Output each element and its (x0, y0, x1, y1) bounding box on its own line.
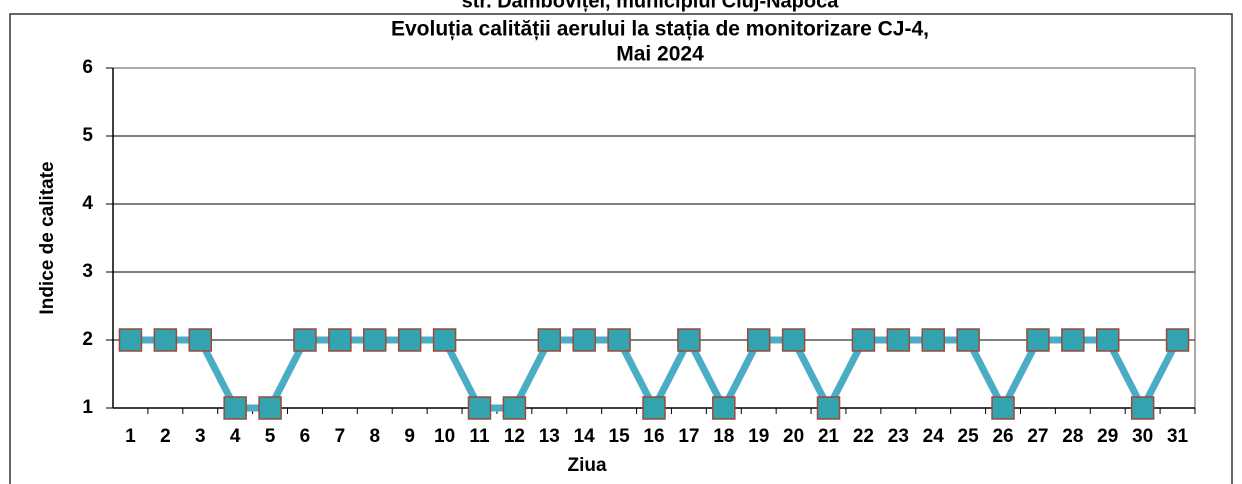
chart-title: Mai 2024 (616, 43, 704, 66)
data-marker (921, 328, 945, 352)
x-tick-label: 1 (125, 426, 136, 447)
data-marker (991, 396, 1015, 420)
data-marker (293, 328, 317, 352)
y-tick-label: 2 (82, 329, 93, 350)
x-tick-label: 15 (609, 426, 631, 447)
data-marker (816, 396, 841, 420)
data-marker (572, 328, 596, 352)
x-tick-label: 23 (888, 426, 909, 447)
data-marker (1130, 396, 1155, 420)
y-axis-label: Indice de calitate (37, 161, 58, 314)
data-marker (956, 328, 980, 352)
data-marker (397, 328, 422, 352)
data-marker (537, 328, 562, 352)
x-tick-label: 14 (574, 426, 596, 447)
x-tick-label: 20 (783, 426, 804, 447)
x-tick-label: 30 (1132, 426, 1153, 447)
y-tick-label: 5 (82, 125, 93, 146)
x-tick-label: 31 (1167, 426, 1189, 447)
data-marker (363, 328, 387, 352)
x-tick-label: 10 (434, 426, 455, 447)
data-marker (607, 328, 631, 352)
x-tick-label: 29 (1097, 426, 1118, 447)
y-tick-label: 4 (82, 193, 93, 214)
page-heading: str. Dâmboviței, municipiul Cluj-Napoca (462, 0, 840, 12)
x-tick-label: 2 (160, 426, 171, 447)
y-tick-label: 1 (82, 397, 93, 418)
data-marker (851, 328, 876, 352)
data-marker (467, 396, 492, 420)
x-tick-label: 21 (818, 426, 840, 447)
x-tick-label: 25 (958, 426, 980, 447)
data-marker (1095, 328, 1120, 352)
data-marker (502, 396, 527, 420)
x-tick-label: 28 (1062, 426, 1083, 447)
data-marker (432, 328, 457, 352)
data-marker (153, 328, 178, 352)
data-marker (1026, 328, 1050, 352)
data-marker (223, 396, 247, 420)
data-marker (886, 328, 911, 352)
data-marker (328, 328, 352, 352)
x-tick-label: 17 (678, 426, 699, 447)
x-tick-label: 22 (853, 426, 874, 447)
x-tick-label: 13 (539, 426, 560, 447)
x-tick-label: 19 (748, 426, 769, 447)
data-marker (677, 328, 701, 352)
x-tick-label: 16 (643, 426, 664, 447)
x-tick-label: 7 (335, 426, 346, 447)
x-tick-label: 24 (923, 426, 945, 447)
x-axis-label: Ziua (567, 455, 606, 476)
x-tick-label: 18 (713, 426, 734, 447)
x-tick-label: 4 (230, 426, 241, 447)
chart-frame (9, 13, 1233, 484)
x-tick-label: 8 (369, 426, 380, 447)
data-marker (188, 328, 213, 352)
x-tick-label: 6 (300, 426, 311, 447)
y-tick-label: 6 (82, 57, 93, 78)
data-marker (118, 328, 143, 352)
chart-title: Evoluția calității aerului la stația de … (391, 18, 929, 41)
data-marker (1061, 328, 1085, 352)
x-tick-label: 12 (504, 426, 525, 447)
x-tick-label: 5 (265, 426, 276, 447)
data-marker (712, 396, 736, 420)
data-marker (258, 396, 282, 420)
x-tick-label: 3 (195, 426, 206, 447)
x-tick-label: 26 (992, 426, 1013, 447)
x-tick-label: 27 (1027, 426, 1048, 447)
data-marker (746, 328, 771, 352)
y-tick-label: 3 (82, 261, 93, 282)
data-marker (781, 328, 806, 352)
x-tick-label: 9 (404, 426, 415, 447)
data-marker (1165, 328, 1190, 352)
x-tick-label: 11 (469, 426, 490, 447)
data-marker (642, 396, 666, 420)
